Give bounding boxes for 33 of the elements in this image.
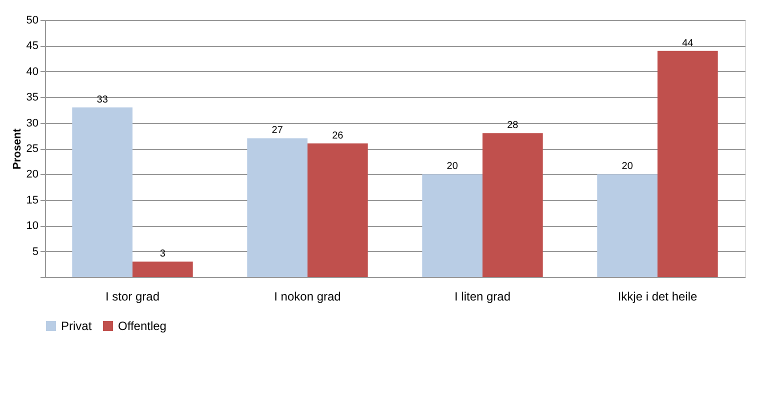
- y-tick-label: 10: [26, 220, 38, 232]
- y-tick-label: 5: [32, 246, 38, 258]
- legend-label: Privat: [61, 319, 92, 333]
- data-label: 20: [622, 161, 634, 172]
- data-label: 33: [96, 94, 108, 106]
- bar: [247, 138, 308, 277]
- x-tick-label: Ikkje i det heile: [618, 290, 698, 304]
- bar: [422, 174, 482, 277]
- y-tick-label: 15: [26, 194, 38, 206]
- y-tick-label: 40: [26, 66, 38, 78]
- bar: [308, 143, 368, 277]
- x-tick-label: I liten grad: [454, 290, 511, 304]
- bar: [72, 107, 132, 277]
- y-tick-label: 50: [26, 14, 38, 26]
- y-tick-label: 20: [26, 168, 38, 181]
- data-label: 28: [507, 120, 519, 132]
- y-axis-title: Prosent: [11, 128, 24, 170]
- legend-label: Offentleg: [118, 319, 166, 333]
- bar: [597, 174, 658, 277]
- bar: [132, 262, 193, 277]
- bar: [482, 133, 543, 277]
- y-tick-label: 45: [26, 40, 38, 52]
- data-label: 3: [160, 248, 166, 260]
- x-tick-label: I stor grad: [105, 290, 160, 304]
- y-tick-label: 30: [26, 117, 38, 130]
- data-label: 26: [332, 130, 344, 142]
- data-label: 27: [272, 125, 284, 136]
- bar: [658, 50, 718, 277]
- data-label: 44: [682, 38, 694, 49]
- data-label: 20: [446, 161, 458, 172]
- x-tick-label: I nokon grad: [274, 290, 341, 304]
- y-tick-label: 25: [26, 143, 38, 155]
- y-tick-label: 35: [26, 92, 38, 104]
